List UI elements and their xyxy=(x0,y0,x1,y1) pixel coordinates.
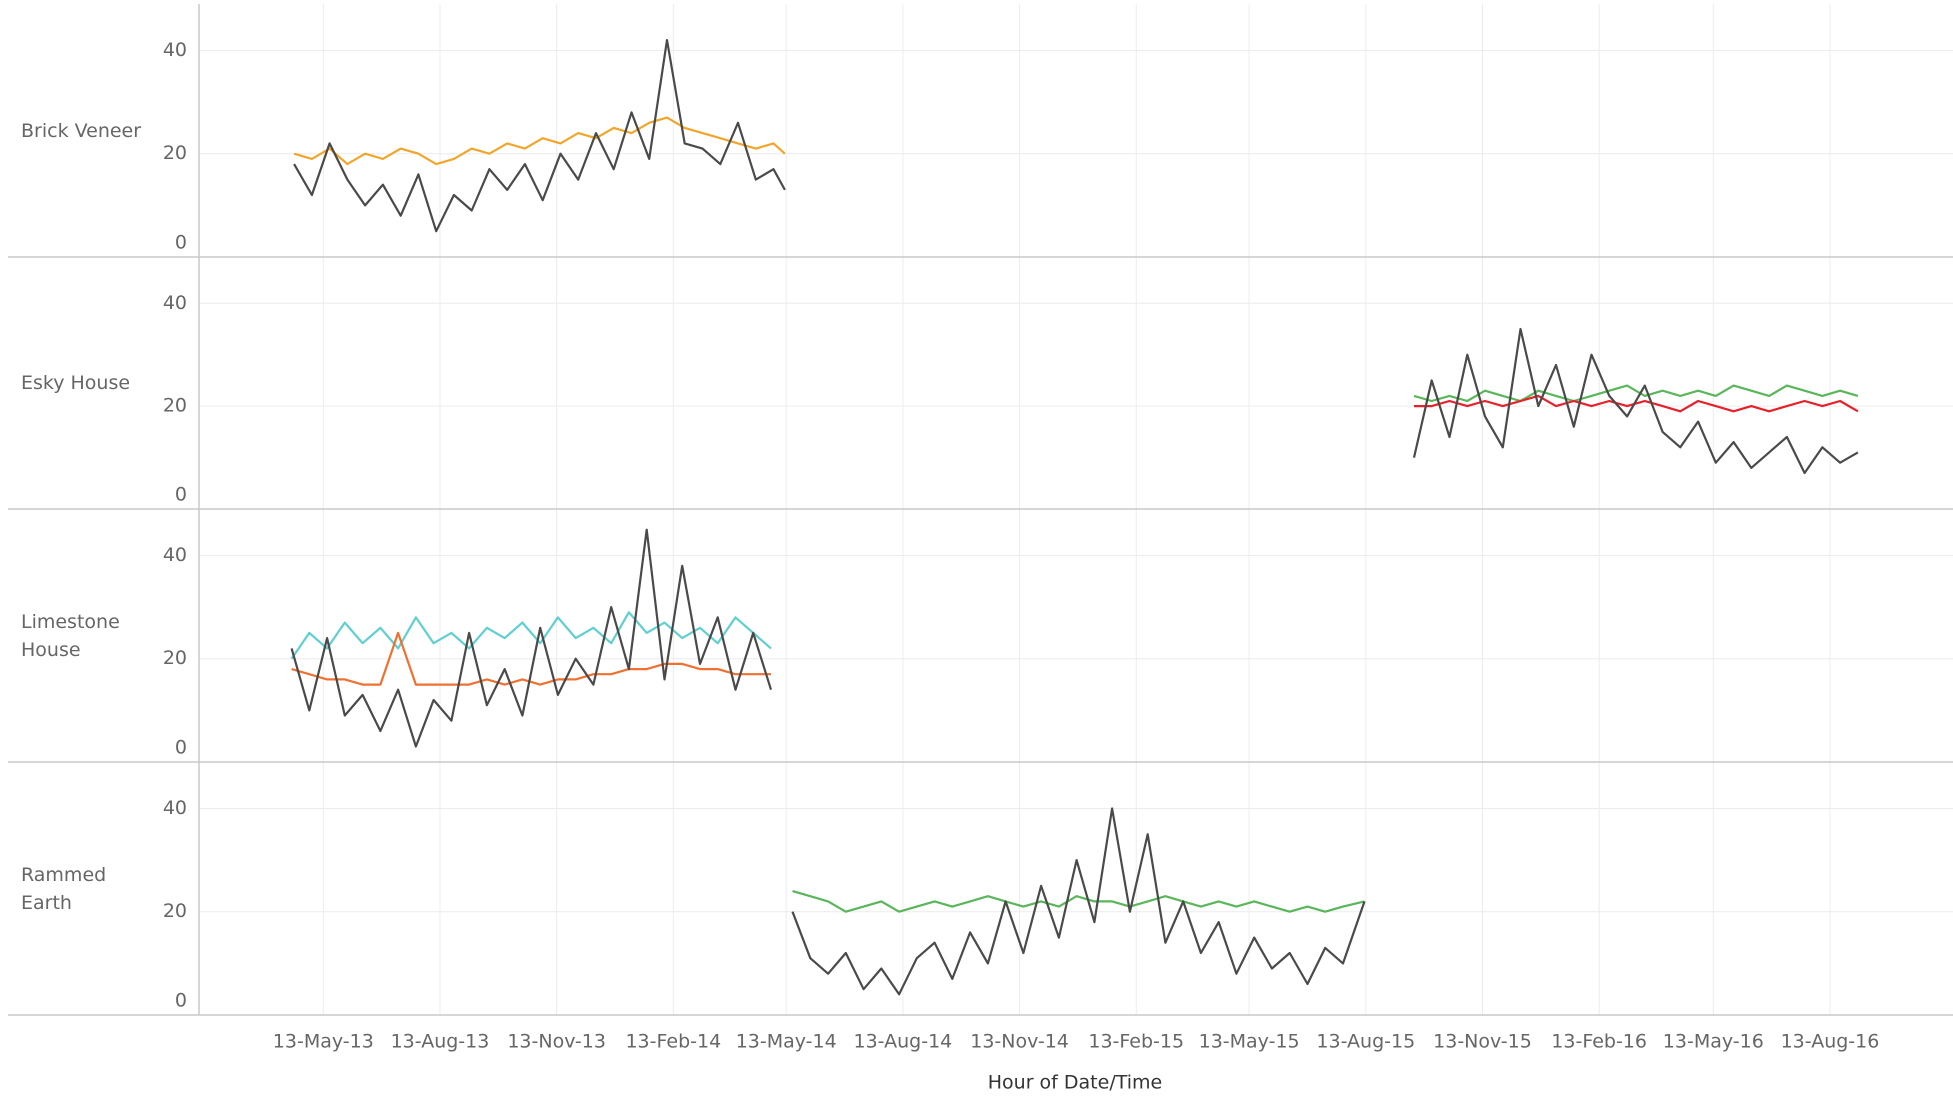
y-tick-label: 20 xyxy=(163,647,187,669)
y-tick-label: 40 xyxy=(163,797,187,819)
line-series xyxy=(1414,394,1859,413)
x-tick-label: 13-Aug-14 xyxy=(854,1031,953,1053)
x-tick-label: 13-Nov-13 xyxy=(507,1031,606,1053)
x-tick-label: 13-Nov-15 xyxy=(1433,1031,1532,1053)
row-label: Esky House xyxy=(21,372,131,394)
line-series xyxy=(791,807,1366,996)
line-series xyxy=(293,39,786,233)
y-tick-label: 0 xyxy=(175,232,187,254)
row-label: Limestone House xyxy=(21,610,120,661)
x-tick-label: 13-Feb-14 xyxy=(625,1031,721,1053)
y-tick-label: 40 xyxy=(163,544,187,566)
line-series xyxy=(792,890,1365,913)
y-tick-label: 0 xyxy=(175,990,187,1012)
row-label: Rammed Earth xyxy=(21,863,107,914)
x-tick-label: 13-May-13 xyxy=(273,1031,374,1053)
line-series xyxy=(1413,384,1859,403)
y-tick-label: 20 xyxy=(163,900,187,922)
y-tick-label: 0 xyxy=(175,484,187,506)
line-series xyxy=(1412,327,1859,475)
x-tick-label: 13-Nov-14 xyxy=(970,1031,1069,1053)
x-tick-label: 13-Feb-15 xyxy=(1088,1031,1184,1053)
y-tick-label: 0 xyxy=(175,737,187,759)
x-tick-label: 13-Aug-16 xyxy=(1781,1031,1880,1053)
line-series xyxy=(291,631,771,686)
line-series xyxy=(290,528,773,748)
x-tick-label: 13-May-15 xyxy=(1199,1031,1300,1053)
x-tick-label: 13-May-14 xyxy=(736,1031,837,1053)
x-tick-label: 13-Feb-16 xyxy=(1551,1031,1647,1053)
line-series xyxy=(290,611,772,660)
x-tick-label: 13-Aug-13 xyxy=(391,1031,490,1053)
x-tick-label: 13-Aug-15 xyxy=(1316,1031,1415,1053)
x-axis-title: Hour of Date/Time xyxy=(988,1072,1162,1094)
y-tick-label: 20 xyxy=(163,142,187,164)
y-tick-label: 40 xyxy=(163,292,187,314)
line-series xyxy=(293,116,786,166)
y-tick-label: 40 xyxy=(163,39,187,61)
y-tick-label: 20 xyxy=(163,395,187,417)
x-tick-label: 13-May-16 xyxy=(1663,1031,1764,1053)
row-label: Brick Veneer xyxy=(21,119,142,142)
